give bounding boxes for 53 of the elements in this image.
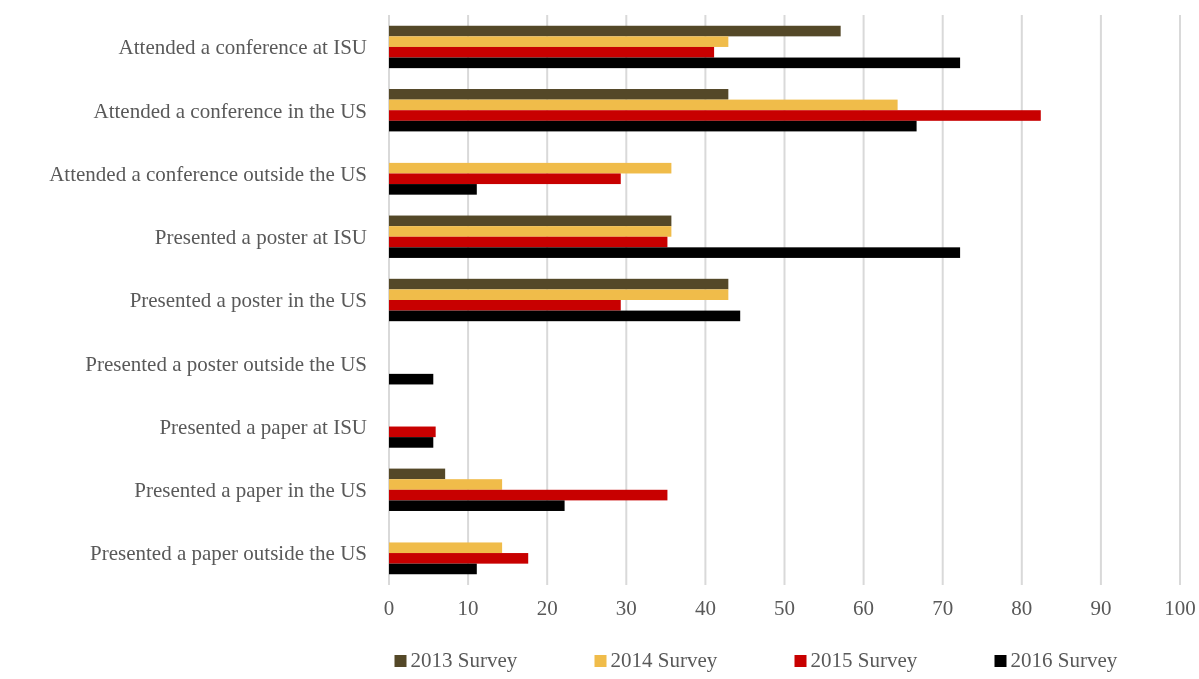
bar	[389, 289, 729, 300]
bar	[389, 173, 621, 185]
y-tick-label: Presented a poster in the US	[129, 288, 367, 313]
bar	[389, 46, 715, 58]
y-tick-label: Presented a poster outside the US	[85, 351, 367, 376]
x-tick-label: 40	[694, 596, 716, 620]
bar	[389, 57, 961, 69]
bar	[389, 563, 477, 575]
bar	[389, 553, 529, 564]
bar	[389, 247, 961, 258]
y-tick-label: Attended a conference outside the US	[49, 161, 367, 186]
y-tick-label: Presented a poster at ISU	[154, 225, 367, 250]
bar	[389, 278, 729, 290]
x-tick-label: 10	[457, 596, 479, 620]
bar	[389, 479, 503, 490]
x-tick-label: 90	[1090, 596, 1112, 620]
bar	[389, 120, 917, 132]
legend-label: 2016 Survey	[1010, 648, 1118, 672]
x-tick-label: 100	[1164, 596, 1196, 620]
bar	[389, 184, 477, 195]
bar	[389, 373, 434, 385]
x-tick-label: 0	[383, 596, 395, 620]
bar	[389, 236, 668, 248]
y-tick-label: Presented a paper outside the US	[89, 541, 367, 566]
bar	[389, 36, 729, 47]
x-tick-label: 30	[615, 596, 637, 620]
y-tick-label: Presented a paper in the US	[134, 478, 367, 503]
bar	[389, 215, 672, 227]
legend-label: 2013 Survey	[410, 648, 518, 672]
bar	[389, 110, 1041, 121]
bar	[389, 489, 668, 501]
x-tick-label: 20	[536, 596, 558, 620]
x-tick-label: 50	[774, 596, 795, 620]
y-tick-label: Attended a conference in the US	[93, 98, 367, 123]
bar	[389, 162, 672, 174]
bar	[389, 426, 436, 438]
bar	[389, 542, 503, 554]
x-tick-label: 60	[853, 596, 875, 620]
legend-label: 2014 Survey	[610, 648, 718, 672]
x-tick-label: 80	[1011, 596, 1033, 620]
bar	[389, 468, 446, 480]
bar	[389, 89, 729, 100]
y-tick-label: Presented a paper at ISU	[159, 414, 367, 439]
y-tick-label: Attended a conference at ISU	[118, 35, 367, 60]
bar	[389, 310, 741, 322]
x-tick-label: 70	[932, 596, 954, 620]
bar	[389, 226, 672, 237]
bar	[389, 25, 841, 37]
bar	[389, 437, 434, 448]
bar	[389, 99, 898, 111]
bar	[389, 500, 565, 511]
legend-label: 2015 Survey	[810, 648, 918, 672]
bar	[389, 300, 621, 311]
